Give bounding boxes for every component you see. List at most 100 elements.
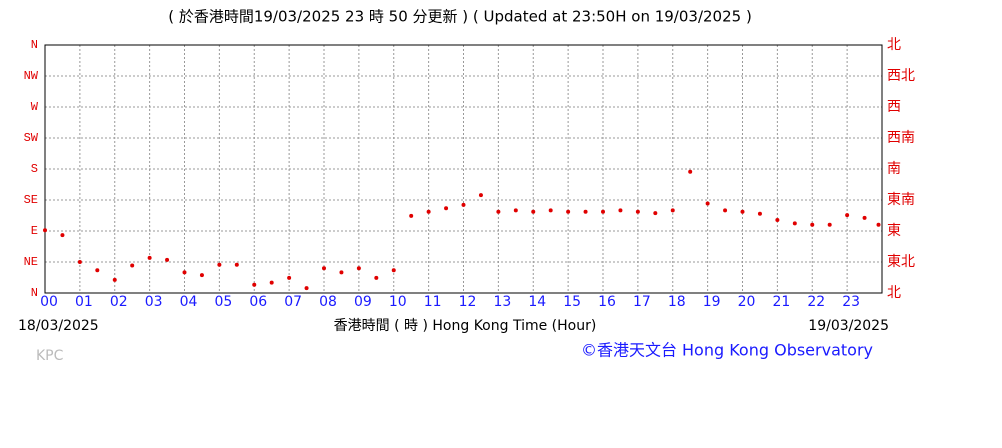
x-tick-label: 01 <box>75 294 93 310</box>
x-tick-label: 04 <box>180 294 198 310</box>
y-tick-label: NE <box>24 255 38 269</box>
x-tick-label: 02 <box>110 294 128 310</box>
wind-point <box>618 208 623 213</box>
wind-point <box>810 222 815 227</box>
wind-point <box>566 209 571 214</box>
wind-point <box>461 202 466 207</box>
wind-point <box>165 257 170 262</box>
y-tick-label: S <box>31 162 38 176</box>
wind-point <box>876 222 881 227</box>
wind-point <box>531 209 536 214</box>
x-tick-label: 11 <box>424 294 442 310</box>
wind-point <box>496 209 501 214</box>
x-tick-label: 23 <box>842 294 860 310</box>
wind-point <box>653 211 658 216</box>
x-tick-label: 09 <box>354 294 372 310</box>
y2-tick-label: 東南 <box>887 192 915 208</box>
x-tick-label: 07 <box>284 294 302 310</box>
y-tick-label: N <box>31 286 38 300</box>
wind-point <box>304 286 309 291</box>
wind-point <box>252 282 257 287</box>
wind-point <box>234 262 239 267</box>
y2-tick-label: 西北 <box>887 68 915 84</box>
x-tick-label: 05 <box>214 294 232 310</box>
x-tick-label: 15 <box>563 294 581 310</box>
end-date: 19/03/2025 <box>808 318 889 334</box>
x-tick-label: 00 <box>40 294 58 310</box>
wind-point <box>601 209 605 214</box>
y2-tick-label: 東北 <box>887 254 915 270</box>
wind-point <box>43 228 47 233</box>
wind-point <box>287 275 292 280</box>
wind-point <box>112 277 117 282</box>
wind-point <box>269 280 274 285</box>
wind-point <box>339 270 344 275</box>
wind-point <box>688 169 693 174</box>
y2-tick-label: 西 <box>887 99 901 115</box>
wind-point <box>740 209 745 214</box>
x-tick-label: 21 <box>772 294 790 310</box>
plot-frame <box>44 44 883 294</box>
x-tick-label: 18 <box>668 294 686 310</box>
x-tick-label: 20 <box>738 294 756 310</box>
wind-point <box>409 213 414 218</box>
wind-point <box>670 208 675 213</box>
wind-point <box>845 213 850 218</box>
wind-point <box>757 211 762 216</box>
x-tick-label: 10 <box>389 294 407 310</box>
wind-point <box>391 268 396 273</box>
wind-point <box>723 208 728 213</box>
x-tick-label: 14 <box>528 294 546 310</box>
x-tick-label: 22 <box>807 294 825 310</box>
wind-point <box>95 268 100 273</box>
chart-title: ( 於香港時間19/03/2025 23 時 50 分更新 ) ( Update… <box>168 8 752 26</box>
wind-point <box>583 209 588 214</box>
y-tick-label: SW <box>24 131 39 145</box>
wind-point <box>374 275 379 280</box>
y-tick-label: SE <box>24 193 38 207</box>
x-tick-label: 19 <box>703 294 721 310</box>
x-axis-label: 香港時間 ( 時 ) Hong Kong Time (Hour) <box>334 318 597 334</box>
y2-tick-label: 北 <box>887 37 901 53</box>
wind-point <box>775 217 780 222</box>
y2-tick-label: 西南 <box>887 130 915 146</box>
wind-point <box>792 221 797 226</box>
y2-tick-label: 東 <box>887 223 901 239</box>
wind-point <box>356 266 361 271</box>
y-tick-label: NW <box>24 69 39 83</box>
wind-point <box>513 208 518 213</box>
wind-point <box>705 201 710 206</box>
x-tick-label: 12 <box>459 294 477 310</box>
y-tick-label: E <box>31 224 38 238</box>
wind-point <box>147 255 152 260</box>
wind-point <box>635 209 640 214</box>
wind-point <box>77 260 82 264</box>
wind-point <box>182 270 187 275</box>
x-tick-label: 06 <box>249 294 267 310</box>
wind-point <box>217 262 222 267</box>
wind-point <box>60 233 65 238</box>
wind-point <box>827 222 832 227</box>
y2-tick-label: 北 <box>887 285 901 301</box>
wind-point <box>426 209 431 214</box>
wind-point <box>548 208 553 213</box>
wind-point <box>444 206 449 211</box>
start-date: 18/03/2025 <box>18 318 99 334</box>
x-tick-label: 03 <box>145 294 163 310</box>
y-tick-label: N <box>31 38 38 52</box>
wind-point <box>862 215 867 220</box>
y2-tick-label: 南 <box>887 161 901 177</box>
wind-point <box>130 263 135 268</box>
x-tick-label: 17 <box>633 294 651 310</box>
y-tick-label: W <box>31 100 39 114</box>
x-tick-label: 13 <box>493 294 511 310</box>
wind-point <box>199 273 204 278</box>
x-tick-label: 08 <box>319 294 337 310</box>
wind-point <box>478 193 483 198</box>
wind-point <box>322 266 326 271</box>
credit: ©香港天文台 Hong Kong Observatory <box>581 341 873 360</box>
x-tick-label: 16 <box>598 294 616 310</box>
station-code: KPC <box>36 348 64 364</box>
